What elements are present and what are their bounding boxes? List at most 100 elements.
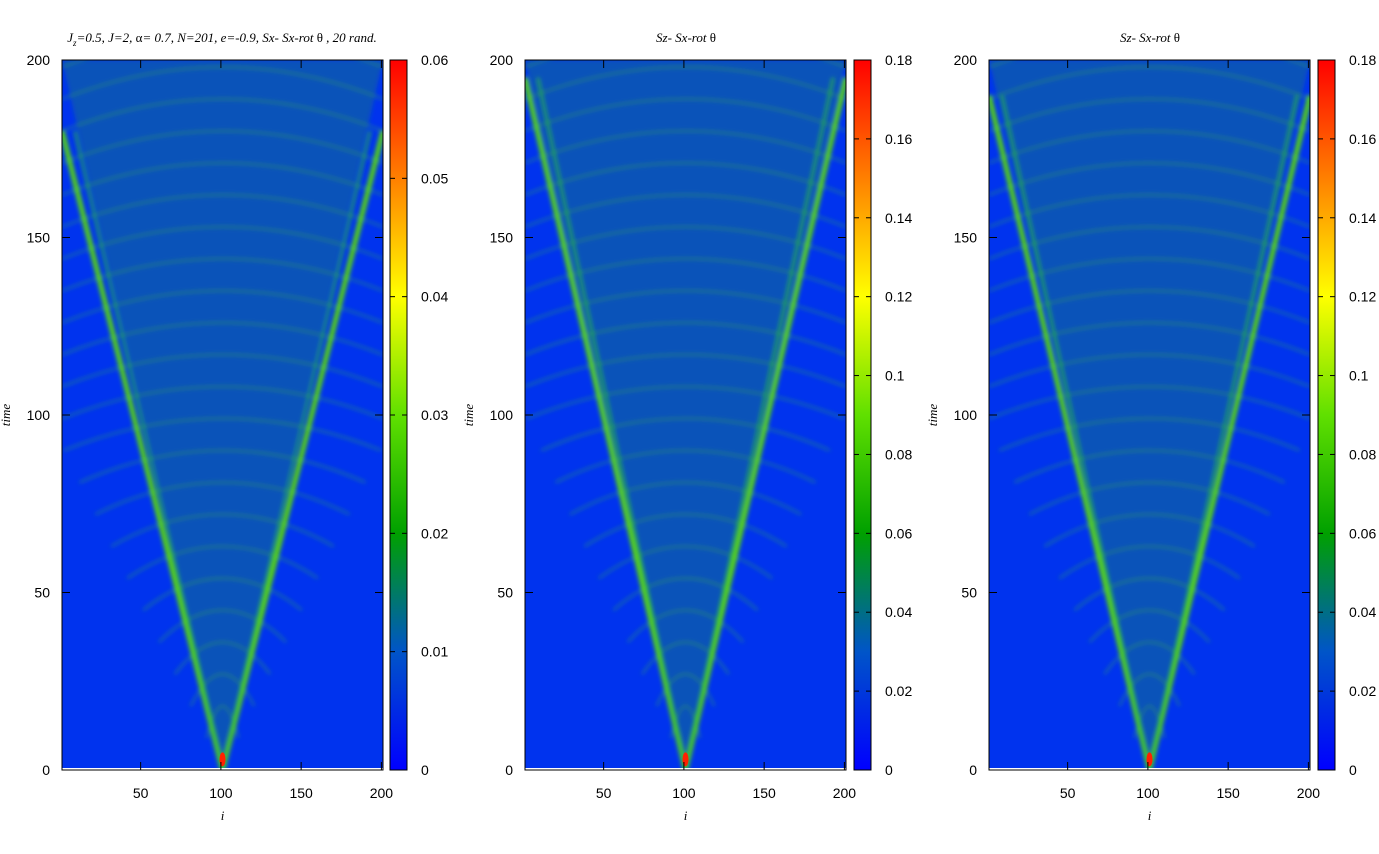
colorbar (1317, 59, 1336, 771)
x-axis-label: i (1148, 808, 1152, 823)
wave-arc (94, 481, 351, 516)
x-axis-label: i (221, 808, 225, 823)
y-tick-label: 0 (505, 762, 513, 778)
colorbar-tick-label: 0 (885, 762, 893, 778)
x-tick-label: 100 (209, 785, 233, 801)
colorbar-tick-label: 0.18 (885, 52, 912, 68)
chart-panel-3: 50 100 150 200 0 50 100 150 200 i time Sz- Sx-rot θ… (925, 30, 1376, 823)
x-tick-label: 50 (596, 785, 612, 801)
wave-arc (142, 577, 303, 612)
wave-arc (612, 577, 759, 611)
wave-arc (525, 353, 846, 388)
wave-arc (525, 98, 846, 132)
left-front (73, 130, 224, 770)
wave-arc (62, 353, 383, 388)
title-part: J (67, 30, 74, 45)
colorbar-tick-label: 0 (421, 762, 429, 778)
wave-arc (63, 417, 382, 452)
y-tick-label: 50 (497, 585, 513, 601)
wave-arc (989, 289, 1310, 324)
colorbar-tick-label: 0.06 (421, 52, 448, 68)
wave-arc (626, 609, 745, 643)
y-axis-label: time (461, 404, 476, 427)
right-front (1147, 94, 1310, 770)
x-tick-label: 100 (1136, 785, 1160, 801)
colorbar-tick-label: 0 (1349, 762, 1357, 778)
wave-arc (126, 545, 319, 580)
wave-arc (1118, 673, 1181, 707)
x-tick-label: 100 (672, 785, 696, 801)
title-part: Sz- Sx-rot (1120, 30, 1174, 45)
colorbar-tick-label: 0.16 (885, 131, 912, 147)
wave-arc (1073, 577, 1226, 612)
chart-title: Sz- Sx-rot θ (656, 30, 716, 45)
title-part: α (136, 30, 143, 45)
wave-arc (998, 417, 1301, 452)
wave-arc (62, 162, 383, 196)
wave-arc (989, 130, 1310, 164)
title-part: θ (1174, 30, 1180, 45)
wave-arc (525, 225, 846, 260)
right-front (684, 77, 835, 770)
x-tick-label: 150 (289, 785, 313, 801)
colorbar-tick-label: 0.01 (421, 644, 448, 660)
y-tick-label: 150 (954, 230, 978, 246)
title-part: z (72, 38, 77, 48)
y-tick-label: 150 (27, 230, 51, 246)
wave-arc (79, 449, 366, 484)
left-front (536, 77, 687, 770)
colorbar-tick-label: 0.08 (1349, 446, 1376, 462)
x-tick-label: 200 (1297, 785, 1321, 801)
wave-arc (1043, 513, 1256, 548)
colorbar-tick-label: 0.02 (421, 525, 448, 541)
wave-arc (62, 321, 383, 356)
wave-arc (555, 449, 816, 484)
heatmap-field (62, 60, 383, 770)
wave-arc (62, 257, 383, 292)
wave-arc (62, 66, 383, 100)
x-tick-label: 150 (752, 785, 776, 801)
heatmap-field (989, 60, 1310, 770)
wave-arc (569, 481, 802, 516)
wave-arc (525, 321, 846, 356)
chart-title: Sz- Sx-rot θ (1120, 30, 1180, 45)
colorbar-tick-label: 0.1 (1349, 368, 1369, 384)
y-tick-label: 200 (954, 52, 978, 68)
left-front (525, 77, 688, 770)
y-axis-label: time (0, 404, 13, 427)
wave-arc (110, 513, 335, 548)
wave-arc (598, 545, 773, 580)
colorbar-tick-label: 0.04 (421, 289, 448, 305)
wave-arc (989, 321, 1310, 356)
wave-arc (989, 162, 1310, 196)
wave-arc (62, 130, 383, 164)
right-front (1148, 95, 1299, 770)
y-tick-label: 100 (27, 407, 51, 423)
left-front (62, 130, 225, 770)
colorbar-tick-label: 0.04 (885, 604, 912, 620)
left-front (989, 94, 1152, 770)
wave-arc (989, 353, 1310, 388)
wave-arc (989, 225, 1310, 260)
wave-arc (174, 641, 271, 675)
wave-arc (989, 385, 1310, 420)
right-front (221, 130, 372, 770)
interference-region (62, 60, 383, 770)
y-tick-label: 100 (490, 407, 514, 423)
y-axis-label: time (925, 404, 940, 427)
y-tick-label: 50 (34, 585, 50, 601)
x-tick-label: 200 (370, 785, 394, 801)
x-tick-label: 50 (133, 785, 149, 801)
wave-arc (62, 98, 383, 132)
title-part: θ (710, 30, 716, 45)
y-tick-label: 150 (490, 230, 514, 246)
y-tick-label: 0 (969, 762, 977, 778)
colorbar-tick-label: 0.14 (885, 210, 912, 226)
wave-arc (525, 162, 846, 196)
x-tick-label: 200 (833, 785, 857, 801)
x-tick-label: 150 (1216, 785, 1240, 801)
wave-arc (989, 66, 1310, 100)
chart-panel-1: 50 100 150 200 0 50 100 150 200 i time Jz=0.5, J=2,… (0, 30, 448, 823)
wave-arc (189, 673, 256, 707)
colorbar-tick-label: 0.12 (885, 289, 912, 305)
